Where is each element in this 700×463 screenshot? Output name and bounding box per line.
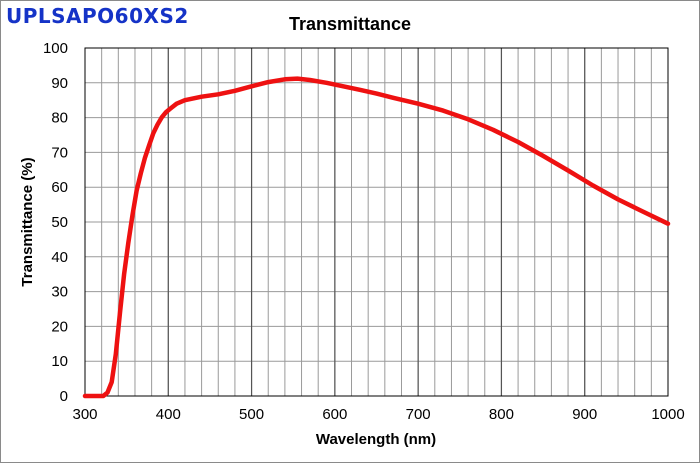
x-tick-label: 900 [572, 406, 597, 423]
y-tick-label: 0 [60, 388, 68, 405]
y-tick-label: 100 [43, 40, 68, 57]
y-tick-label: 50 [51, 214, 68, 231]
series-line-transmittance [82, 76, 671, 399]
x-tick-label: 700 [406, 406, 431, 423]
y-axis-ticks: 0 10 20 30 40 50 60 70 80 90 100 [43, 40, 68, 405]
y-tick-label: 90 [51, 75, 68, 92]
y-tick-label: 80 [51, 110, 68, 127]
y-tick-label: 40 [51, 249, 68, 266]
x-tick-label: 300 [72, 406, 97, 423]
y-tick-label: 20 [51, 318, 68, 335]
x-axis-label: Wavelength (nm) [316, 431, 436, 448]
y-tick-label: 70 [51, 144, 68, 161]
x-tick-label: 600 [322, 406, 347, 423]
y-tick-label: 30 [51, 284, 68, 301]
x-tick-label: 800 [489, 406, 514, 423]
series-group [82, 76, 671, 399]
y-tick-label: 10 [51, 353, 68, 370]
product-name: UPLSAPO60XS2 [6, 4, 189, 28]
y-tick-label: 60 [51, 179, 68, 196]
x-tick-label: 1000 [651, 406, 684, 423]
chart-title: Transmittance [288, 14, 412, 34]
x-tick-label: 500 [239, 406, 264, 423]
x-tick-label: 400 [156, 406, 181, 423]
y-axis-label: Transmittance (%) [19, 157, 36, 286]
x-axis-ticks: 300 400 500 600 700 800 900 1000 [72, 406, 684, 423]
grid-lines [85, 48, 668, 396]
